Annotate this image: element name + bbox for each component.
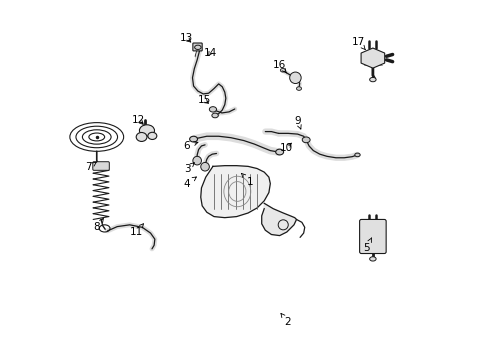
Polygon shape (360, 48, 384, 68)
Ellipse shape (211, 113, 218, 118)
Text: 4: 4 (183, 177, 196, 189)
Ellipse shape (136, 132, 147, 141)
FancyBboxPatch shape (192, 43, 202, 51)
Text: 1: 1 (241, 174, 253, 187)
Polygon shape (201, 166, 270, 218)
FancyBboxPatch shape (93, 162, 109, 170)
FancyBboxPatch shape (359, 220, 386, 253)
Ellipse shape (369, 257, 375, 261)
Ellipse shape (369, 77, 375, 82)
Circle shape (201, 162, 209, 171)
Polygon shape (261, 203, 296, 235)
Text: 13: 13 (180, 33, 193, 43)
Text: 16: 16 (272, 60, 286, 73)
Ellipse shape (189, 136, 197, 142)
Text: 6: 6 (183, 141, 198, 151)
Text: 8: 8 (93, 219, 103, 232)
Text: 11: 11 (129, 224, 143, 237)
Ellipse shape (302, 137, 309, 143)
Ellipse shape (209, 107, 216, 112)
Text: 12: 12 (132, 115, 145, 125)
Text: 10: 10 (280, 143, 293, 153)
Text: 3: 3 (183, 163, 194, 174)
Ellipse shape (296, 87, 301, 90)
Text: 5: 5 (363, 238, 371, 253)
Text: 17: 17 (351, 37, 365, 50)
Ellipse shape (275, 149, 283, 155)
Text: 9: 9 (294, 116, 301, 129)
Text: 7: 7 (85, 162, 97, 172)
Ellipse shape (147, 132, 157, 139)
Text: 14: 14 (203, 48, 217, 58)
Circle shape (192, 156, 201, 165)
Text: 2: 2 (281, 314, 290, 327)
Ellipse shape (280, 68, 285, 72)
Ellipse shape (139, 125, 154, 136)
Text: 15: 15 (197, 95, 210, 105)
Ellipse shape (354, 153, 360, 157)
Circle shape (289, 72, 301, 84)
Ellipse shape (194, 45, 201, 49)
